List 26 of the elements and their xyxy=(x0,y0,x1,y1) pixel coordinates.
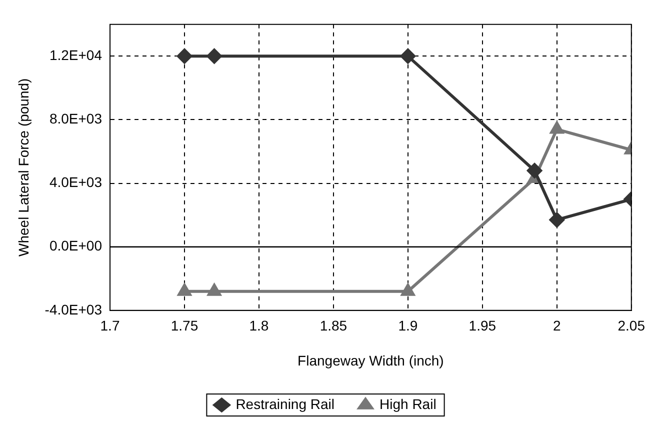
legend-label: Restraining Rail xyxy=(236,396,335,412)
legend-label: High Rail xyxy=(380,396,436,412)
x-tick-label: 1.85 xyxy=(320,318,348,334)
y-tick-label: 0.0E+00 xyxy=(49,238,102,254)
y-tick-label: -4.0E+03 xyxy=(44,301,102,318)
point xyxy=(178,284,192,296)
point xyxy=(527,163,542,178)
point xyxy=(549,212,564,228)
x-axis-title: Flangeway Width (inch) xyxy=(298,352,444,368)
x-tick-label: 1.7 xyxy=(100,318,120,334)
y-tick-label: 1.2E+04 xyxy=(49,47,102,64)
point xyxy=(208,284,221,296)
point xyxy=(401,284,415,296)
x-tick-label: 1.8 xyxy=(249,318,269,334)
y-tick-label: 4.0E+03 xyxy=(49,174,102,190)
x-tick-label: 1.9 xyxy=(398,318,418,334)
point xyxy=(206,48,222,64)
x-tick-label: 1.75 xyxy=(170,318,198,334)
point xyxy=(400,48,416,64)
x-tick-label: 1.95 xyxy=(468,318,496,334)
x-tick-label: 2.05 xyxy=(618,318,646,334)
y-tick-label: 8.0E+03 xyxy=(49,110,102,127)
x-tick-label: 2 xyxy=(552,318,561,334)
point xyxy=(550,122,564,134)
point xyxy=(176,48,192,64)
y-axis-title: Wheel Lateral Force (pound) xyxy=(15,78,32,256)
